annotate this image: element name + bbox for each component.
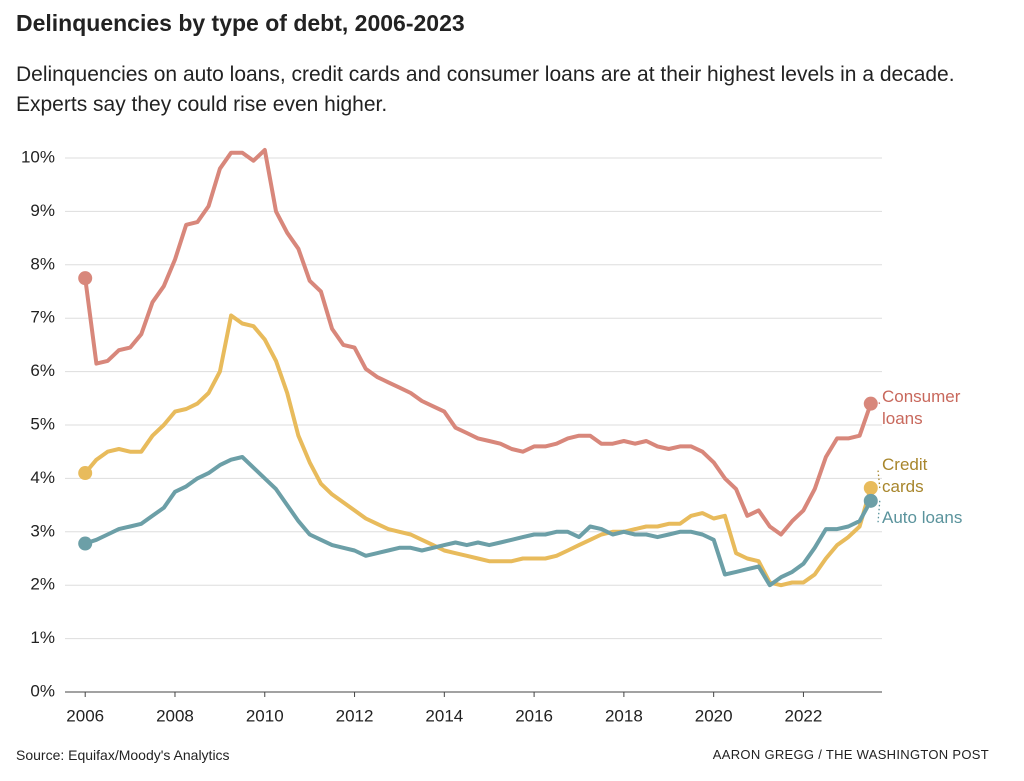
- x-tick-label: 2020: [695, 706, 733, 725]
- end-dot: [78, 536, 93, 551]
- series-label: Consumer loans: [882, 386, 961, 428]
- y-tick-label: 4%: [30, 468, 55, 487]
- y-tick-label: 6%: [30, 361, 55, 380]
- chart-title: Delinquencies by type of debt, 2006-2023: [16, 10, 465, 36]
- series-line: [84, 455, 873, 588]
- y-tick-label: 10%: [21, 147, 55, 166]
- x-tick-label: 2012: [336, 706, 374, 725]
- x-tick-label: 2006: [66, 706, 104, 725]
- label-leader: [877, 469, 881, 489]
- label-leader: [877, 500, 881, 523]
- y-tick-label: 1%: [30, 628, 55, 647]
- y-tick-label: 0%: [30, 681, 55, 700]
- y-tick-label: 3%: [30, 521, 55, 540]
- x-tick-label: 2010: [246, 706, 284, 725]
- x-tick-label: 2016: [515, 706, 553, 725]
- label-leader: [877, 401, 881, 405]
- series-label: Auto loans: [882, 507, 963, 527]
- y-tick-label: 2%: [30, 575, 55, 594]
- y-tick-label: 8%: [30, 254, 55, 273]
- end-dot: [78, 271, 93, 286]
- credit-note: AARON GREGG / THE WASHINGTON POST: [712, 747, 989, 762]
- source-note: Source: Equifax/Moody's Analytics: [16, 747, 230, 763]
- end-dot: [863, 481, 878, 496]
- x-tick-label: 2008: [156, 706, 194, 725]
- y-tick-label: 7%: [30, 308, 55, 327]
- end-dot: [863, 396, 878, 411]
- end-dot: [863, 493, 878, 508]
- end-dot: [78, 466, 93, 481]
- chart-subtitle: Delinquencies on auto loans, credit card…: [16, 63, 955, 116]
- y-tick-label: 9%: [30, 201, 55, 220]
- series-label: Credit cards: [882, 455, 928, 496]
- series-line: [83, 148, 873, 537]
- x-tick-label: 2018: [605, 706, 643, 725]
- series-line: [83, 313, 873, 588]
- x-tick-label: 2014: [425, 706, 463, 725]
- y-tick-label: 5%: [30, 414, 55, 433]
- x-tick-label: 2022: [785, 706, 823, 725]
